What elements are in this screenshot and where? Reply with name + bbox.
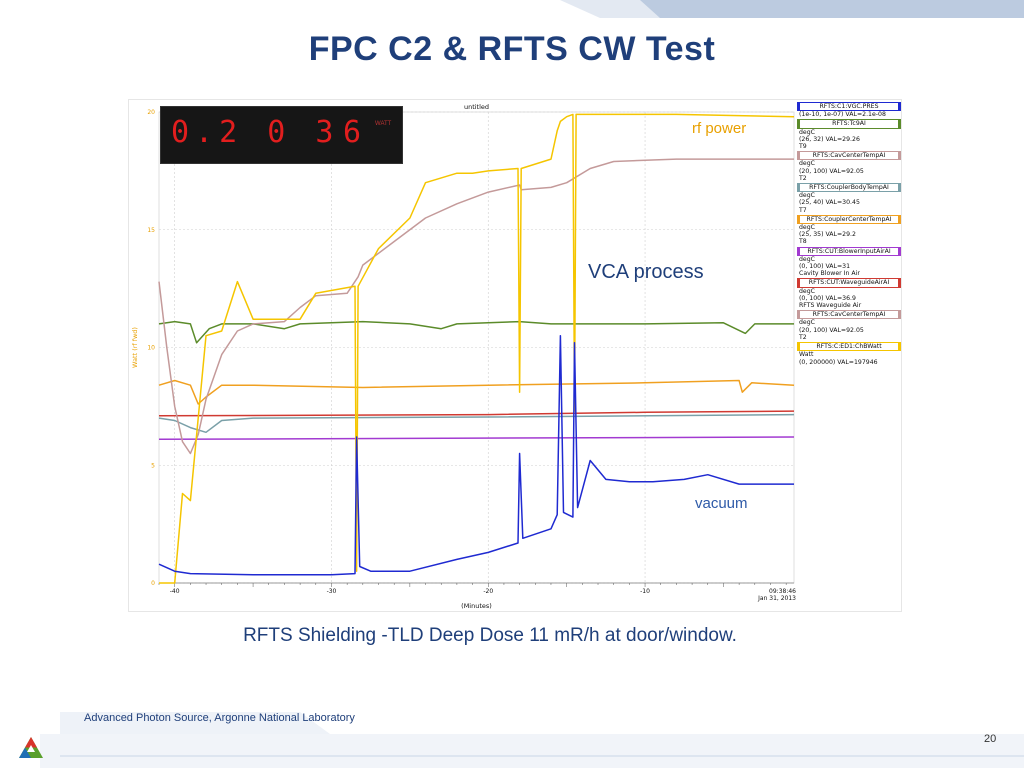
legend-entry-detail: T2	[799, 174, 807, 182]
x-tick-label: -10	[640, 588, 650, 595]
legend-entry-detail: T8	[799, 238, 807, 246]
legend-entry-detail: (20, 100) VAL=92.05	[799, 167, 864, 175]
legend-entry-detail: Cavity Blower In Air	[799, 270, 860, 278]
legend-entry-detail: T7	[799, 206, 807, 214]
footer-decorative-band	[40, 712, 1024, 768]
legend-entry-name: RFTS:CouplerCenterTempAI	[797, 214, 901, 225]
legend-entry-detail: degC	[799, 128, 815, 136]
legend-entry-detail: degC	[799, 192, 815, 200]
series-line	[158, 334, 794, 576]
series-line	[158, 436, 795, 441]
led-power-display: 0.2 0 3 6 WATT	[160, 106, 403, 164]
series-line	[158, 413, 795, 434]
x-tick-label: -40	[170, 588, 180, 595]
annotation-rf-power: rf power	[692, 120, 747, 137]
argonne-logo-icon	[19, 737, 43, 758]
legend-entry-name: RFTS:Tc9AI	[797, 119, 901, 129]
series-line	[159, 113, 795, 584]
legend-entry-name: RFTS:CavCenterTempAI	[797, 310, 901, 320]
x-tick-label: -20	[483, 588, 493, 595]
y-tick-label: 0	[151, 580, 155, 587]
legend-entry-detail: (20, 100) VAL=92.05	[799, 326, 864, 334]
y-tick-label: 20	[147, 109, 155, 116]
chart-legend: RFTS:C1:VGC.PRES (1e-10, 1e-07) VAL=2.1e-…	[797, 101, 901, 366]
series-line	[158, 379, 795, 405]
series-line	[158, 410, 795, 417]
chart-title: untitled	[464, 103, 489, 111]
legend-entry-detail: (0, 100) VAL=31	[799, 263, 851, 271]
legend-entry-detail: RFTS Waveguide Air	[799, 302, 862, 310]
legend-entry-detail: degC	[799, 319, 815, 327]
legend-entry-detail: (25, 35) VAL=29.2	[799, 231, 856, 239]
legend-entry-detail: (0, 100) VAL=36.9	[799, 294, 856, 302]
legend-entry-detail: (1e-10, 1e-07) VAL=2.1e-08	[799, 111, 886, 119]
y-tick-label: 5	[151, 462, 155, 469]
footer-organization: Advanced Photon Source, Argonne National…	[84, 712, 355, 724]
chart-date: Jan 31, 2013	[757, 595, 796, 602]
x-tick-label: -30	[327, 588, 337, 595]
x-axis-label: (Minutes)	[461, 602, 492, 610]
y-tick-label: 10	[147, 345, 155, 352]
top-decorative-band	[560, 0, 1024, 18]
annotation-vacuum: vacuum	[695, 495, 748, 512]
legend-entry-detail: (26, 32) VAL=29.26	[799, 135, 860, 143]
page-number: 20	[984, 733, 997, 745]
legend-entry-name: RFTS:C1:VGC.PRES	[797, 102, 901, 112]
legend-entry-detail: degC	[799, 255, 815, 263]
series-line	[158, 320, 794, 344]
legend-entry-detail: (25, 40) VAL=30.45	[799, 199, 860, 207]
annotation-vca-process: VCA process	[588, 261, 704, 283]
slide-title: FPC C2 & RFTS CW Test	[308, 30, 716, 68]
legend-entry-detail: degC	[799, 224, 815, 232]
legend-entry-name: RFTS:C:ED1:ChBWatt	[797, 342, 901, 352]
line-chart: 0 5 10 15 20 -40 -30 -20 -10 untitled (Minutes) Wat…	[131, 103, 796, 610]
legend-entry-name: RFTS:CavCenterTempAI	[797, 151, 901, 161]
legend-entry-name: RFTS:CUT:WaveguideAirAI	[797, 278, 901, 288]
chart-frame: 0 5 10 15 20 -40 -30 -20 -10 untitled (Minutes) Wat…	[128, 99, 902, 612]
legend-entry-detail: degC	[799, 160, 815, 168]
legend-entry-detail: degC	[799, 287, 815, 295]
chart-timestamp: 09:38:46	[769, 588, 796, 595]
slide-caption: RFTS Shielding -TLD Deep Dose 11 mR/h at…	[243, 625, 737, 646]
y-axis-label: Watt (rf fwd)	[131, 327, 139, 368]
legend-entry-detail: T2	[799, 333, 807, 341]
y-tick-label: 15	[147, 227, 155, 234]
led-value: 0.2 0 3	[171, 115, 340, 150]
legend-entry-detail: (0, 200000) VAL=197946	[799, 358, 878, 366]
led-unit: WATT	[375, 121, 392, 127]
legend-entry-name: RFTS:CouplerBodyTempAI	[797, 183, 901, 193]
legend-entry-detail: Watt	[799, 351, 814, 359]
led-channel: 6	[343, 115, 362, 150]
legend-entry-name: RFTS:CUT:BlowerInputAirAI	[797, 246, 901, 256]
series-line	[158, 158, 794, 455]
legend-entry-detail: T9	[799, 143, 807, 151]
